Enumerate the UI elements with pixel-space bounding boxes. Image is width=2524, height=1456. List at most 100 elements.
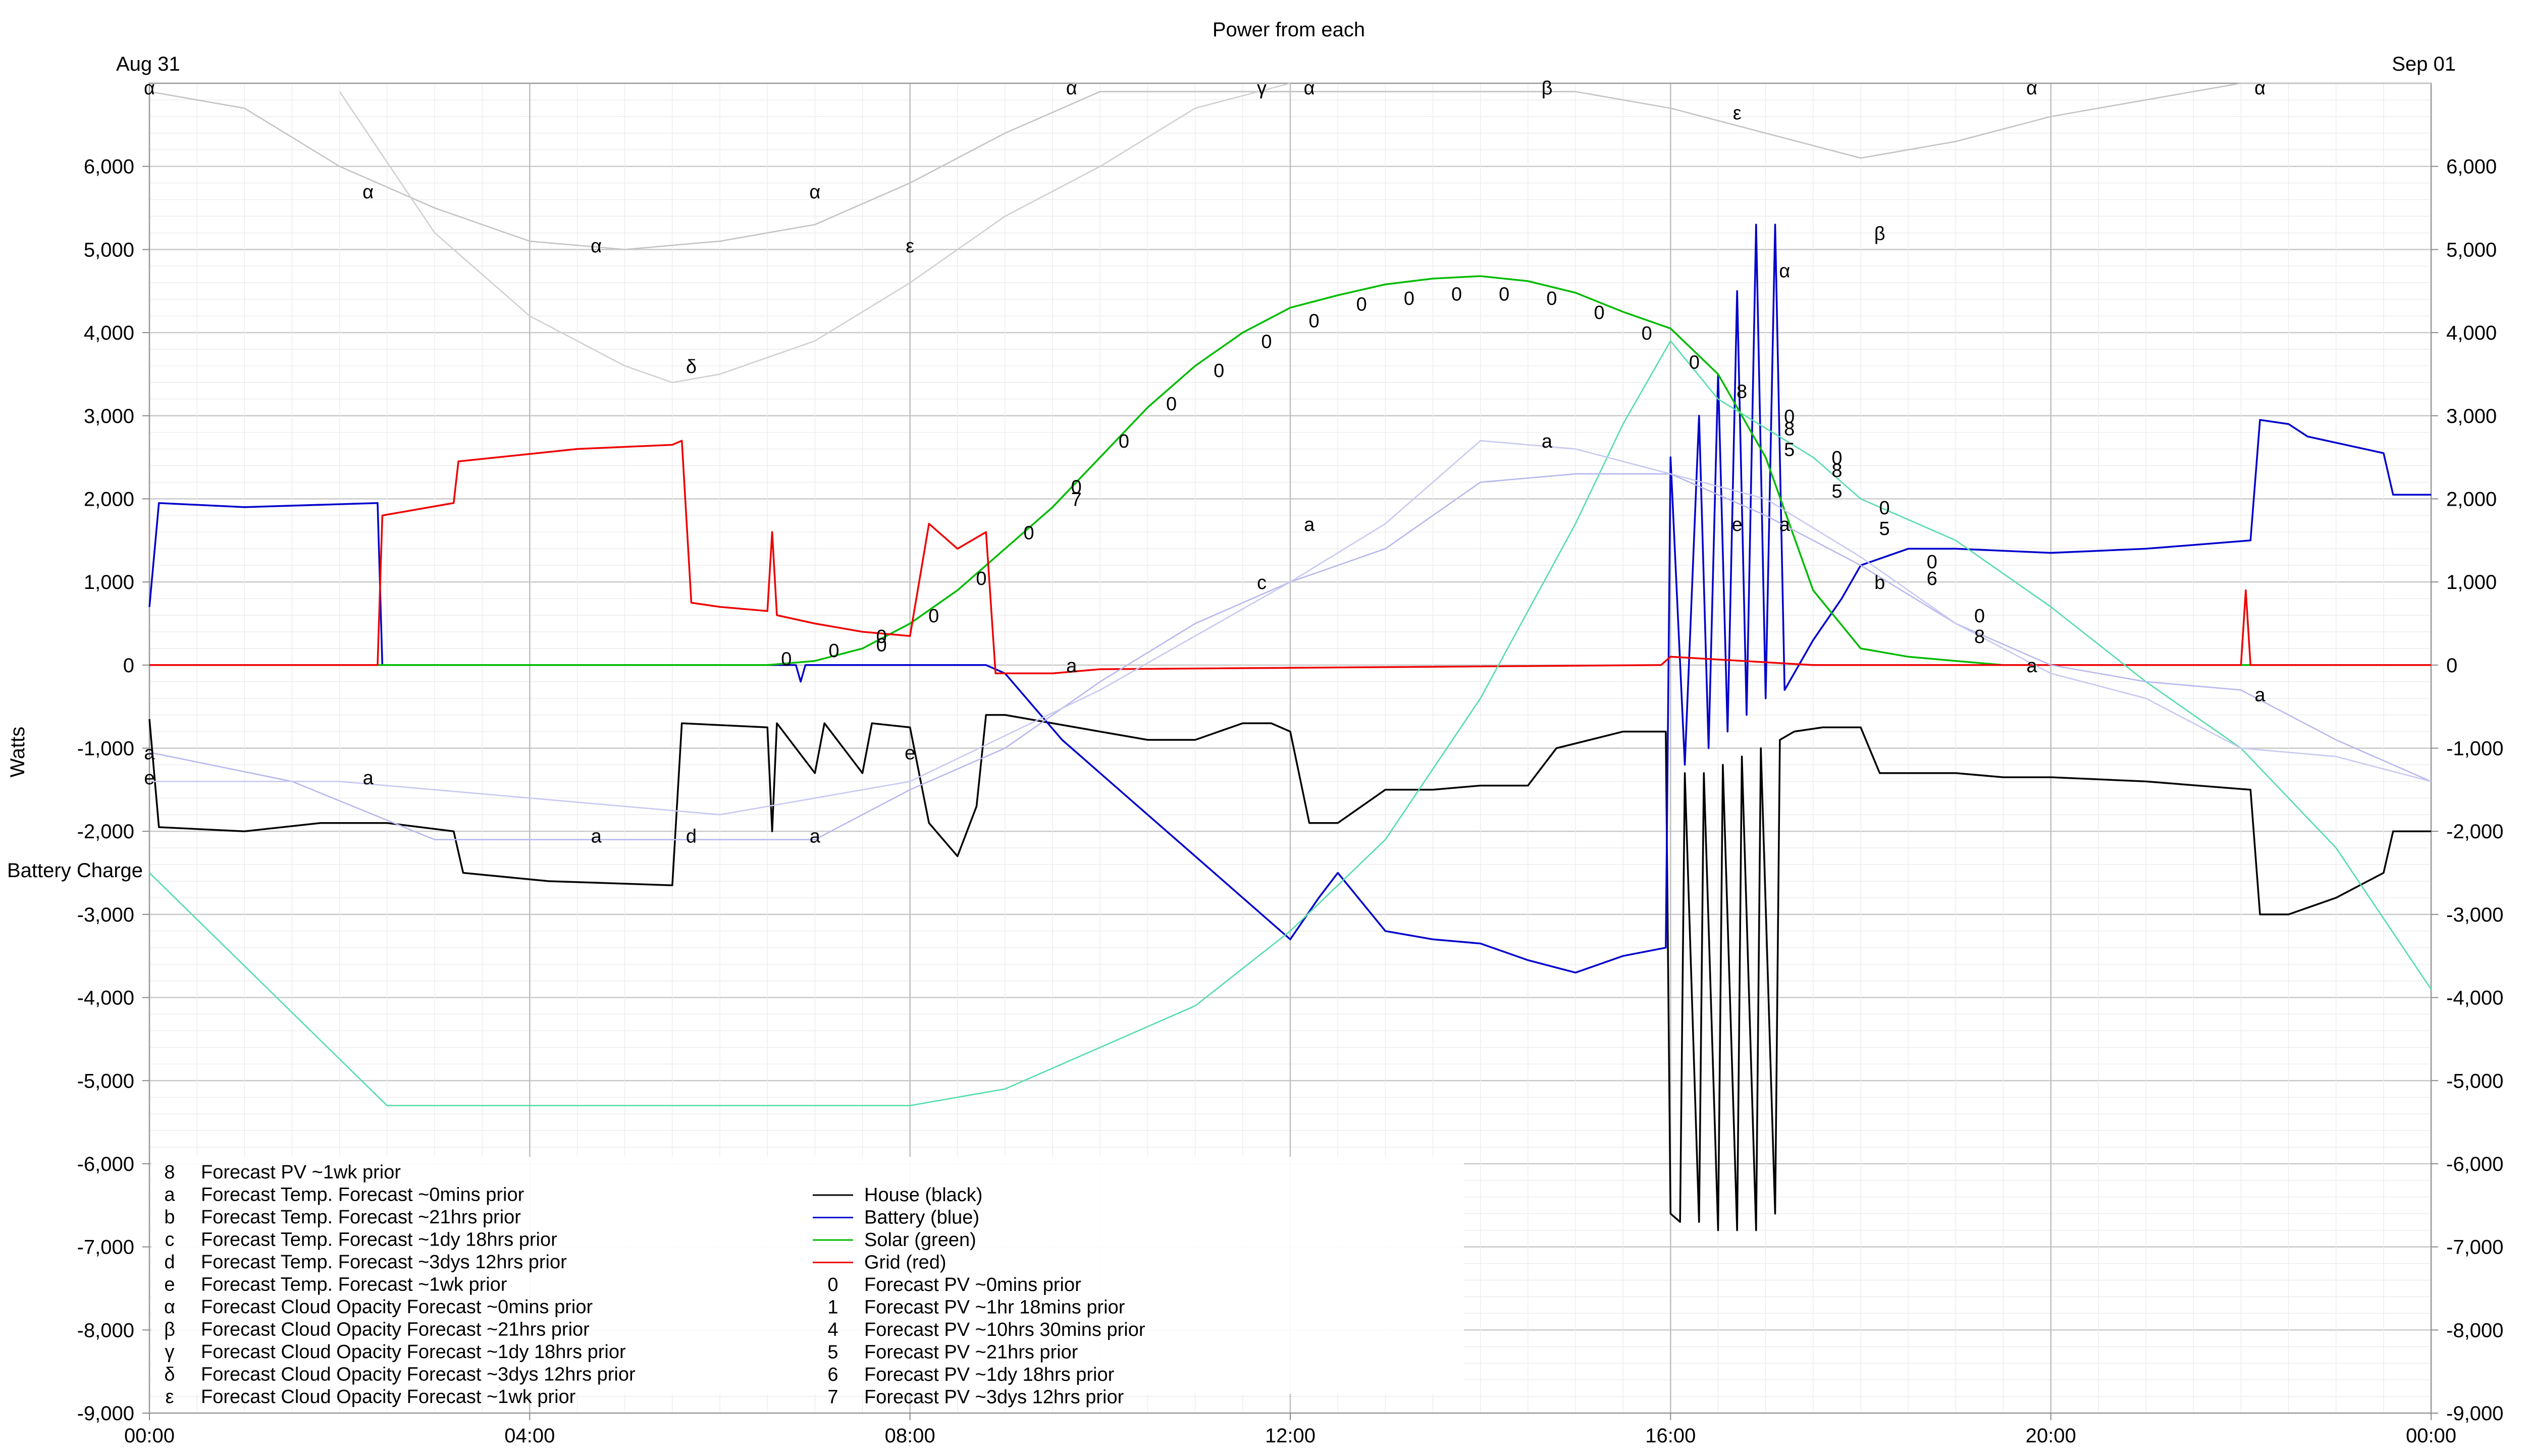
y-tick-label-right: -5,000 [2446, 1070, 2503, 1092]
marker-label: 0 [1166, 394, 1177, 415]
y-tick-label-right: 5,000 [2446, 239, 2497, 261]
y-tick-label-left: -8,000 [77, 1319, 134, 1341]
marker-label: α [1066, 78, 1077, 99]
legend-symbol: 0 [827, 1274, 838, 1296]
marker-label: a [591, 826, 602, 847]
y-tick-label-right: -4,000 [2446, 987, 2503, 1009]
marker-label: 0 [1689, 352, 1700, 373]
marker-label: α [809, 182, 820, 203]
marker-label: 5 [1831, 481, 1842, 502]
marker-label: ε [1733, 103, 1742, 124]
legend-symbol: α [164, 1297, 175, 1318]
legend-symbol: 1 [827, 1297, 838, 1318]
legend-symbol: 8 [164, 1162, 175, 1183]
date-start-label: Aug 31 [116, 53, 180, 75]
y-tick-label-right: 6,000 [2446, 156, 2497, 178]
y-tick-label-left: 6,000 [84, 156, 134, 178]
legend-label: Forecast Temp. Forecast ~21hrs prior [201, 1207, 521, 1228]
marker-label: 0 [1356, 294, 1367, 315]
marker-label: 0 [1119, 431, 1129, 452]
legend-label: Forecast Cloud Opacity Forecast ~3dys 12… [201, 1364, 636, 1385]
y-tick-label-left: -2,000 [77, 821, 134, 843]
chart-title: Power from each [1213, 19, 1365, 41]
marker-label: 8 [1737, 381, 1747, 402]
marker-label: a [810, 826, 821, 847]
marker-label: 0 [1071, 477, 1082, 498]
marker-label: 0 [1404, 288, 1414, 309]
y-tick-label-right: -2,000 [2446, 821, 2503, 843]
marker-label: 0 [781, 649, 792, 670]
marker-label: α [362, 182, 374, 203]
legend-label: Solar (green) [864, 1229, 976, 1251]
legend-label: Forecast PV ~1hr 18mins prior [864, 1297, 1125, 1318]
x-tick-label: 00:00 [124, 1425, 175, 1447]
y-tick-label-left: -6,000 [77, 1153, 134, 1175]
legend-label: Grid (red) [864, 1252, 946, 1273]
marker-label: 0 [976, 568, 986, 589]
series-line-0 [148, 714, 2431, 1231]
y-tick-label-right: 3,000 [2446, 405, 2497, 427]
marker-label: e [144, 768, 154, 789]
y-tick-label-left: 4,000 [84, 322, 134, 344]
marker-label: a [144, 743, 155, 764]
series-line-4 [149, 340, 2432, 1107]
marker-label: a [1066, 656, 1077, 677]
y-tick-label-left: -5,000 [77, 1070, 134, 1092]
legend-label: Forecast Cloud Opacity Forecast ~0mins p… [201, 1297, 593, 1318]
legend-label: Forecast Cloud Opacity Forecast ~21hrs p… [201, 1319, 590, 1340]
legend-symbol: γ [165, 1341, 175, 1363]
y-tick-label-right: 2,000 [2446, 488, 2497, 510]
marker-label: ε [906, 236, 914, 257]
y-tick-label-right: -9,000 [2446, 1403, 2503, 1425]
legend-box [151, 1157, 1464, 1394]
legend-symbol: ε [166, 1386, 174, 1408]
y-tick-label-left: -7,000 [77, 1236, 134, 1259]
marker-label: 5 [1879, 518, 1890, 540]
marker-label: 8 [1974, 626, 1985, 648]
marker-label: 7 [1071, 489, 1082, 510]
series-line-3 [149, 440, 2431, 675]
marker-label: 0 [1784, 406, 1795, 427]
marker-label: 0 [876, 626, 887, 648]
legend-label: Forecast PV ~1wk prior [201, 1162, 401, 1183]
legend-label: Forecast PV ~3dys 12hrs prior [864, 1387, 1124, 1408]
x-tick-label: 12:00 [1265, 1425, 1316, 1447]
legend-symbol: 6 [827, 1364, 838, 1385]
marker-label: γ [1257, 78, 1267, 99]
series-line-6 [339, 82, 1291, 384]
y-tick-label-right: -7,000 [2446, 1236, 2503, 1259]
marker-label: α [1779, 261, 1790, 282]
marker-label: 0 [1974, 606, 1985, 627]
marker-label: 0 [1879, 498, 1890, 519]
x-tick-label: 08:00 [885, 1425, 935, 1447]
marker-label: 0 [1546, 288, 1557, 309]
marker-label: 0 [1214, 360, 1224, 382]
y-tick-label-left: 2,000 [84, 488, 134, 510]
marker-label: α [1304, 78, 1315, 99]
marker-label: α [2026, 78, 2037, 99]
marker-label: 0 [928, 606, 939, 627]
marker-label: 0 [828, 640, 839, 662]
y-tick-label-right: -3,000 [2446, 904, 2503, 926]
marker-label: 0 [1451, 284, 1462, 305]
y-tick-label-right: 4,000 [2446, 322, 2497, 344]
marker-label: a [363, 768, 374, 789]
y-tick-label-left: 3,000 [84, 405, 134, 427]
legend-symbol: b [164, 1207, 175, 1228]
legend-label: Forecast PV ~21hrs prior [864, 1342, 1078, 1363]
marker-label: e [1732, 514, 1743, 535]
legend-label: Forecast PV ~0mins prior [864, 1274, 1081, 1296]
legend-symbol: d [164, 1252, 175, 1273]
series-line-8 [149, 440, 2432, 816]
marker-label: e [905, 743, 915, 764]
legend-label: Forecast Cloud Opacity Forecast ~1dy 18h… [201, 1341, 626, 1363]
marker-label: a [1304, 514, 1315, 535]
date-end-label: Sep 01 [2392, 53, 2456, 75]
legend-symbol: a [164, 1184, 175, 1206]
marker-label: β [1542, 78, 1553, 99]
y-tick-label-left: -9,000 [77, 1403, 134, 1425]
legend-symbol: 5 [827, 1342, 838, 1363]
marker-label: 0 [1261, 332, 1272, 353]
